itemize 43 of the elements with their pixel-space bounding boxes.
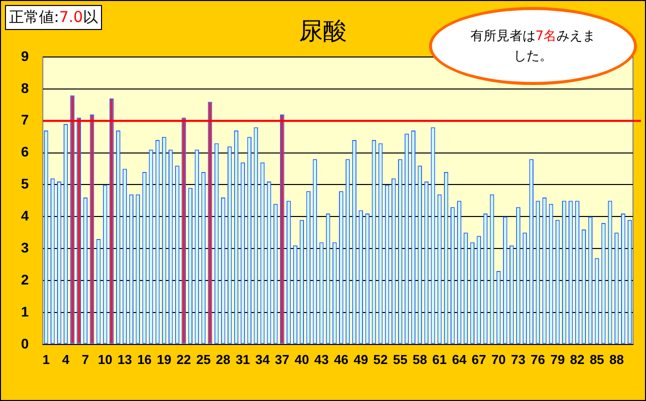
y-tick-label: 8 [20, 80, 29, 96]
x-tick-label: 25 [196, 352, 211, 367]
callout-bubble: 有所見者は7名みえました。 [429, 7, 637, 85]
x-tick-label: 7 [82, 352, 90, 367]
x-tick-label: 52 [373, 352, 388, 367]
x-tick-label: 49 [354, 352, 368, 367]
y-tick-label: 1 [20, 303, 29, 320]
x-tick-label: 19 [156, 352, 172, 367]
x-tick-label: 10 [98, 352, 112, 367]
x-tick-label: 55 [392, 352, 408, 367]
y-tick-label: 2 [20, 271, 29, 288]
x-tick-label: 67 [472, 352, 486, 367]
x-tick-label: 40 [294, 352, 310, 367]
y-tick-label: 0 [20, 335, 29, 352]
x-tick-label: 73 [511, 352, 526, 367]
x-tick-label: 31 [236, 352, 250, 367]
x-tick-label: 16 [137, 352, 152, 367]
x-tick-label: 34 [255, 352, 270, 367]
x-tick-label: 1 [42, 352, 50, 367]
x-tick-label: 64 [452, 352, 468, 367]
x-tick-label: 88 [609, 352, 624, 367]
x-tick-label: 22 [176, 352, 192, 367]
x-tick-label: 4 [62, 352, 70, 367]
y-tick-label: 9 [20, 48, 29, 64]
y-tick-label: 6 [20, 144, 29, 160]
x-tick-label: 43 [314, 352, 329, 367]
x-tick-label: 61 [432, 352, 447, 367]
y-tick-label: 7 [20, 112, 29, 128]
x-tick-label: 79 [550, 352, 565, 367]
x-tick-label: 58 [412, 352, 428, 367]
x-tick-label: 28 [216, 352, 230, 367]
y-tick-label: 3 [20, 239, 29, 256]
x-tick-label: 76 [530, 352, 546, 367]
x-tick-label: 13 [118, 352, 132, 367]
note-box: 正常値:7.0以 [5, 5, 102, 30]
x-tick-label: 82 [570, 352, 584, 367]
y-tick-label: 4 [20, 208, 29, 224]
y-tick-label: 5 [20, 176, 29, 192]
x-tick-label: 70 [491, 352, 506, 367]
x-tick-label: 85 [590, 352, 604, 367]
x-tick-label: 37 [274, 352, 290, 367]
chart-title: 尿酸 [299, 17, 347, 45]
x-tick-label: 46 [334, 352, 348, 367]
